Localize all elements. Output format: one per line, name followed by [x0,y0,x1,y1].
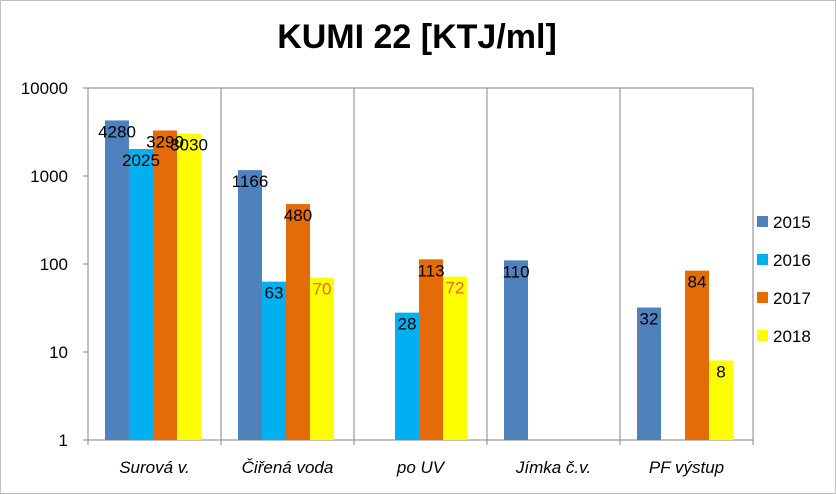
x-tick-label: Čiřená voda [242,458,334,477]
y-tick-label: 1 [59,431,68,450]
data-label: 84 [688,273,707,292]
bar-2018-5 [709,360,733,440]
chart-title: KUMI 22 [KTJ/ml] [277,18,557,56]
y-tick-label: 1000 [30,167,68,186]
legend-label-2017: 2017 [773,289,811,308]
bar-2017-2 [286,204,310,440]
data-label: 113 [417,261,444,280]
bar-2017-5 [685,270,709,440]
bar-2016-2 [262,281,286,440]
y-tick-label: 100 [40,255,68,274]
legend-swatch-2015 [757,216,768,227]
x-tick-label: PF výstup [649,458,724,477]
legend-swatch-2016 [757,254,768,265]
bar-2018-1 [177,133,201,440]
bar-2015-2 [238,170,262,440]
bar-2015-5 [637,307,661,440]
legend-label-2018: 2018 [773,327,811,346]
data-label: 28 [398,315,417,334]
legend: 2015 2016 2017 2018 [757,213,811,346]
data-label: 32 [640,310,659,329]
bar-2015-1 [105,120,129,440]
bar-2018-2 [310,277,334,440]
data-label: 4280 [98,122,136,141]
legend-swatch-2017 [757,292,768,303]
legend-label-2015: 2015 [773,213,811,232]
bar-2016-3 [395,312,419,440]
bar-2017-1 [153,130,177,440]
data-label: 2025 [122,151,160,170]
bars [105,120,733,440]
data-labels: 4280 1166 110 32 2025 63 28 3290 480 113 84 3030 70 7… [98,122,726,381]
legend-swatch-2018 [757,330,768,341]
y-tick-label: 10000 [21,79,68,98]
data-label: 8 [716,363,725,382]
bar-2018-3 [443,276,467,440]
y-tick-label: 10 [49,343,68,362]
data-label: 1166 [232,172,269,191]
data-label: 3030 [170,136,208,155]
data-label: 63 [265,284,284,303]
data-label: 70 [313,280,332,299]
bar-2016-1 [129,149,153,440]
data-label: 480 [284,206,312,225]
x-tick-label: po UV [396,458,446,477]
bar-2017-3 [419,259,443,440]
x-tick-label: Surová v. [119,458,190,477]
data-label: 72 [446,279,465,298]
data-label: 110 [502,262,529,281]
legend-label-2016: 2016 [773,251,811,270]
data-label: 3290 [146,132,184,151]
x-tick-label: Jímka č.v. [515,458,591,477]
bar-2015-4 [504,260,528,440]
